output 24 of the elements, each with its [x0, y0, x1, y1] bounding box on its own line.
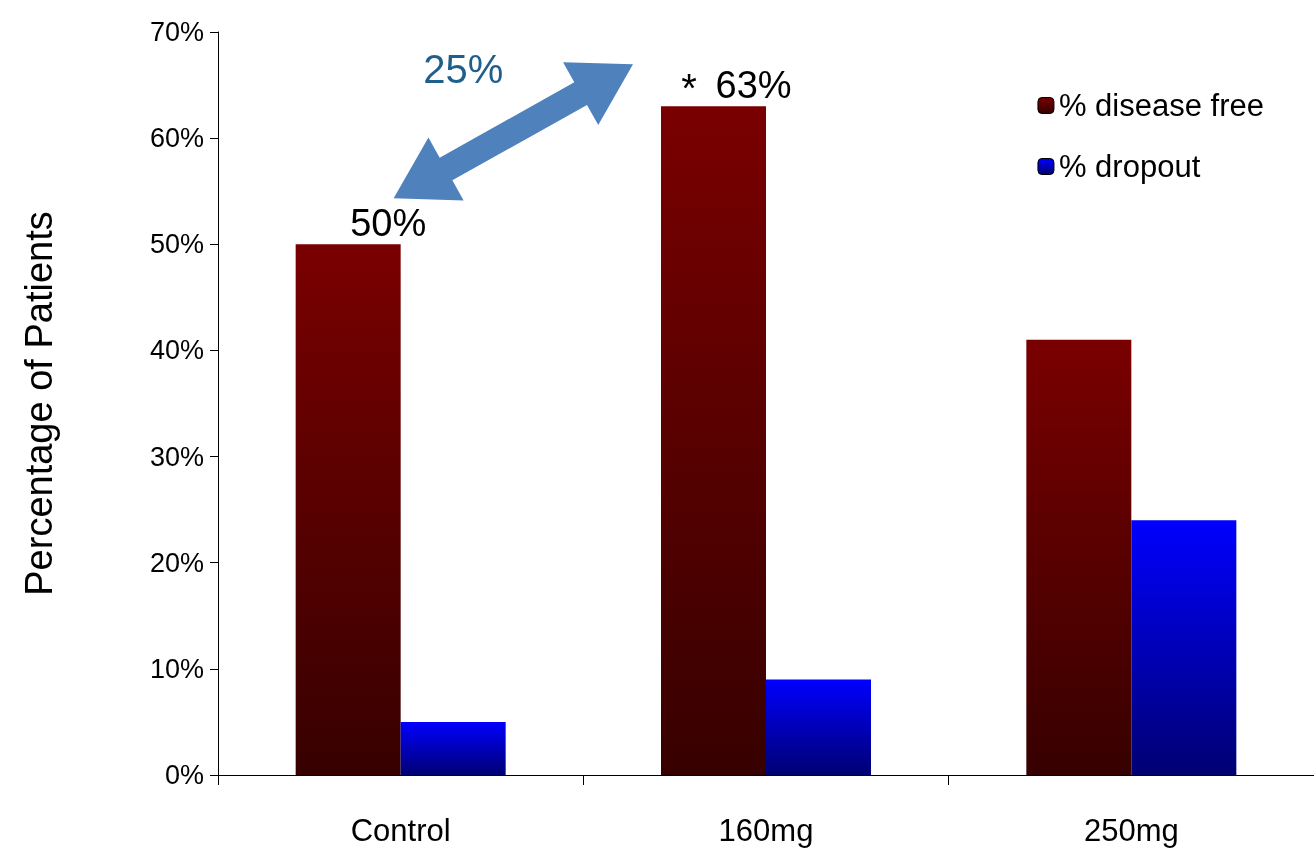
y-axis-title: Percentage of Patients [18, 211, 60, 596]
legend-label: % disease free [1058, 88, 1265, 123]
bar [766, 679, 871, 775]
bar [400, 721, 506, 775]
y-tick-label: 50% [149, 229, 204, 260]
x-tick-label: 160mg [718, 813, 814, 848]
x-tick-label: 250mg [1083, 813, 1179, 848]
data-label: 63% [715, 64, 792, 107]
annotation: 25% [423, 46, 504, 92]
annotation: * [681, 65, 697, 111]
y-tick-label: 40% [149, 335, 204, 366]
y-tick-label: 10% [149, 653, 204, 684]
y-tick-label: 0% [164, 760, 204, 790]
bar [1131, 520, 1237, 775]
legend-label: % dropout [1058, 149, 1201, 184]
y-tick-label: 20% [149, 547, 204, 578]
bar [661, 106, 766, 775]
bar [295, 244, 401, 775]
bar [1026, 339, 1132, 775]
y-tick-label: 30% [149, 441, 204, 472]
data-label: 50% [350, 202, 427, 245]
y-tick-label: 60% [149, 123, 204, 154]
x-tick-label: Control [350, 813, 451, 848]
y-tick-label: 70% [149, 17, 204, 47]
